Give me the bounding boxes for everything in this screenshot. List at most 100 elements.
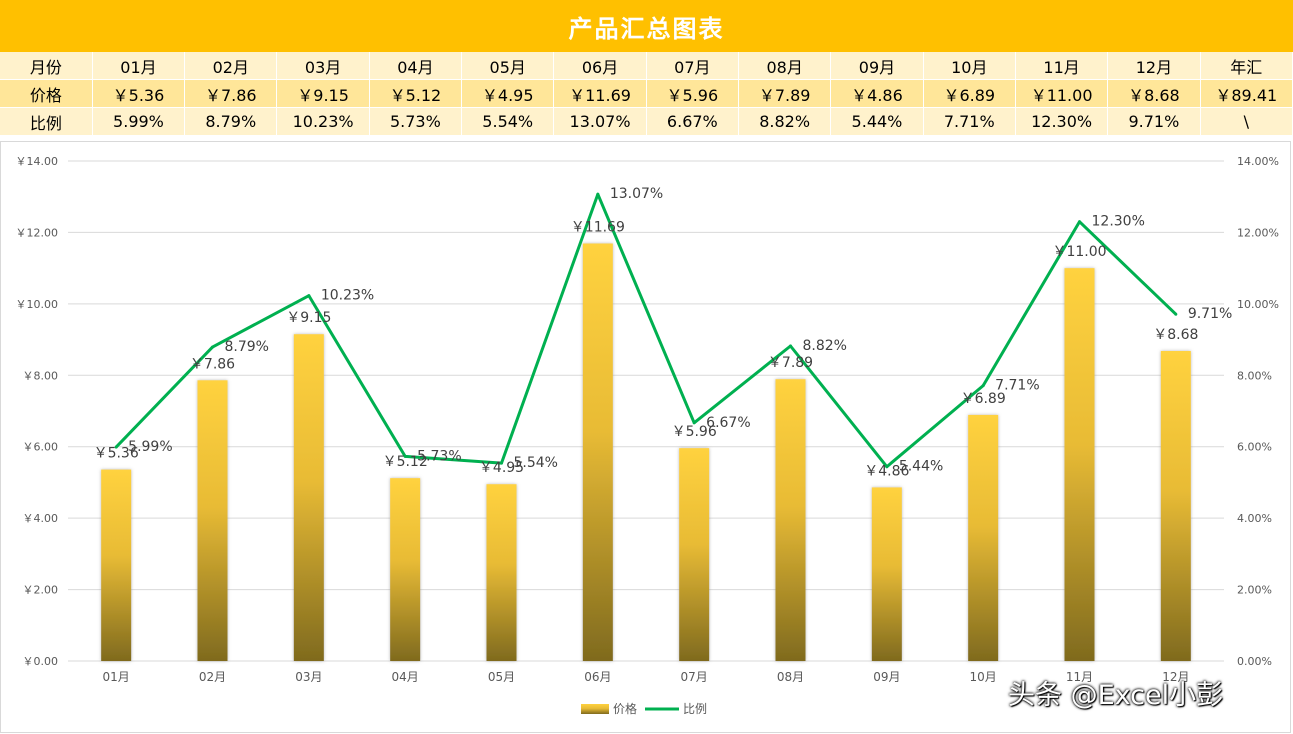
line-point (981, 384, 985, 388)
line-point (403, 454, 407, 458)
x-tick-label: 07月 (681, 670, 708, 684)
month-cell: 11月 (1015, 52, 1109, 80)
x-tick-label: 05月 (488, 670, 515, 684)
ratio-cell: 5.44% (830, 107, 924, 136)
bar (390, 478, 421, 661)
x-tick-label: 04月 (392, 670, 419, 684)
price-cell: ￥5.12 (369, 79, 463, 108)
ratio-cell: 8.79% (184, 107, 278, 136)
bar-data-label: ￥5.96 (672, 424, 717, 440)
price-cell: ￥8.68 (1107, 79, 1201, 108)
bar (293, 334, 324, 661)
x-tick-label: 02月 (199, 670, 226, 684)
price-cell: ￥4.86 (830, 79, 924, 108)
bar (679, 448, 710, 661)
y-right-tick-label: 0.00% (1237, 655, 1272, 668)
legend-label-ratio: 比例 (683, 702, 707, 716)
x-tick-label: 10月 (970, 670, 997, 684)
price-cell: ￥5.96 (646, 79, 740, 108)
ratio-cell: 8.82% (738, 107, 832, 136)
x-tick-label: 11月 (1066, 670, 1093, 684)
bar (1160, 351, 1191, 661)
table-row-prices: 价格 ￥5.36 ￥7.86 ￥9.15 ￥5.12 ￥4.95 ￥11.69 … (0, 79, 1293, 108)
y-right-tick-label: 14.00% (1237, 155, 1279, 168)
line-point (114, 445, 118, 449)
bar (486, 484, 517, 661)
bar-data-label: ￥11.69 (571, 220, 625, 236)
watermark-text: 头条 @Excel小彭 (1008, 680, 1224, 711)
ratio-cell: 6.67% (646, 107, 740, 136)
line-point (211, 345, 214, 349)
price-cell: ￥7.86 (184, 79, 278, 108)
y-right-tick-label: 4.00% (1237, 512, 1272, 525)
line-data-label: 8.82% (803, 338, 847, 354)
price-cell: ￥9.15 (276, 79, 370, 108)
price-cell: ￥6.89 (923, 79, 1016, 108)
line-data-label: 5.73% (417, 448, 461, 464)
y-left-tick-label: ￥4.00 (23, 512, 59, 525)
bar (582, 243, 613, 661)
line-point (1174, 312, 1178, 316)
price-cell: ￥11.69 (553, 79, 647, 108)
month-cell: 04月 (369, 52, 463, 80)
ratio-line (115, 192, 1177, 469)
bar (1064, 268, 1095, 661)
line-point (789, 344, 792, 348)
total-header-cell: 年汇 (1200, 52, 1293, 80)
x-tick-label: 03月 (295, 670, 322, 684)
month-cell: 01月 (92, 52, 186, 80)
y-left-tick-label: ￥12.00 (16, 226, 59, 239)
bar-data-label: ￥7.89 (768, 355, 813, 371)
bar-data-label: ￥9.15 (286, 310, 331, 326)
price-cell: ￥4.95 (461, 79, 555, 108)
line-data-label: 5.54% (514, 455, 558, 471)
ratio-cell: 9.71% (1107, 107, 1201, 136)
line-data-label: 5.99% (128, 439, 172, 455)
line-point (596, 192, 600, 196)
bar (968, 414, 999, 661)
month-header-cell: 月份 (0, 52, 93, 80)
x-tick-label: 08月 (777, 670, 804, 684)
line-point (307, 294, 311, 298)
ratio-cell: 5.99% (92, 107, 186, 136)
line-data-label: 10.23% (321, 288, 374, 304)
legend-label-price: 价格 (613, 701, 637, 716)
y-left-tick-label: ￥8.00 (23, 369, 59, 382)
combo-chart: ￥0.00 ￥2.00 ￥4.00 ￥6.00 ￥8.00 ￥10.00 ￥12.00 ￥14… (16, 155, 1279, 716)
bar-data-label: ￥5.12 (383, 454, 428, 470)
line-data-label: 8.79% (225, 339, 269, 355)
page-title: 产品汇总图表 (0, 0, 1293, 52)
y-left-tick-label: ￥14.00 (16, 155, 59, 168)
legend-swatch-price (581, 704, 609, 714)
price-cell: ￥5.36 (92, 79, 186, 108)
bar-data-label: ￥7.86 (190, 356, 235, 372)
ratio-cell: 7.71% (923, 107, 1016, 136)
bar (775, 379, 806, 661)
x-tick-label: 06月 (584, 670, 611, 684)
chart-area: ￥0.00 ￥2.00 ￥4.00 ￥6.00 ￥8.00 ￥10.00 ￥12.00 ￥14… (0, 141, 1291, 733)
ratio-header-cell: 比例 (0, 107, 93, 136)
y-right-tick-label: 6.00% (1237, 441, 1272, 454)
bar-data-label: ￥6.89 (961, 391, 1006, 407)
price-header-cell: 价格 (0, 79, 93, 108)
bar-data-label: ￥4.86 (864, 463, 909, 479)
ratio-cell: 12.30% (1015, 107, 1109, 136)
bar (197, 380, 228, 661)
month-cell: 06月 (553, 52, 647, 80)
y-right-tick-label: 8.00% (1237, 369, 1272, 382)
month-cell: 10月 (923, 52, 1016, 80)
bar-data-label: ￥4.95 (479, 460, 524, 476)
y-right-tick-label: 12.00% (1237, 226, 1279, 239)
price-cell: ￥7.89 (738, 79, 832, 108)
month-cell: 02月 (184, 52, 278, 80)
line-point (1078, 220, 1081, 224)
ratio-cell: 13.07% (553, 107, 647, 136)
line-point (885, 465, 889, 469)
price-cell: ￥11.00 (1015, 79, 1109, 108)
month-cell: 05月 (461, 52, 555, 80)
line-data-label: 13.07% (610, 186, 663, 202)
ratio-total-cell: \ (1200, 107, 1293, 136)
table-row-ratios: 比例 5.99% 8.79% 10.23% 5.73% 5.54% 13.07%… (0, 107, 1293, 136)
x-tick-label: 09月 (873, 670, 900, 684)
line-data-label: 5.44% (899, 459, 943, 475)
